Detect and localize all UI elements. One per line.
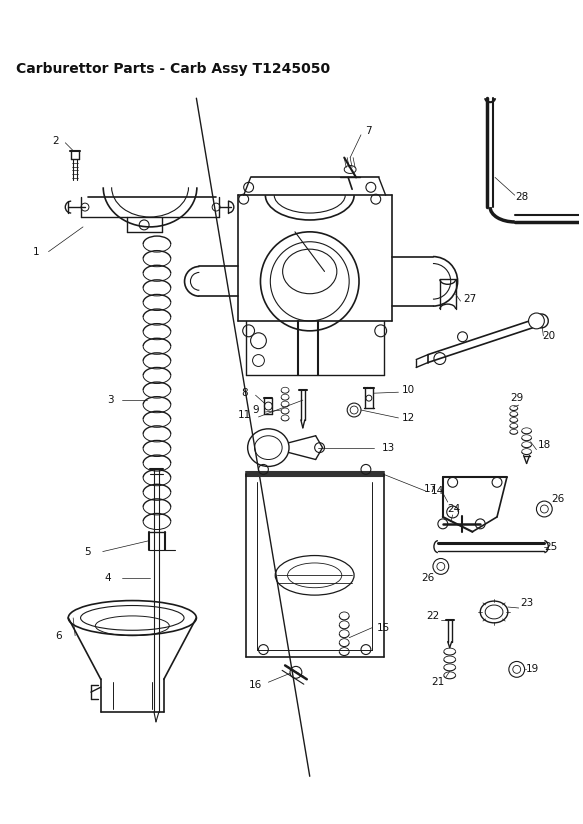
Text: 25: 25 xyxy=(545,541,558,551)
Text: 10: 10 xyxy=(402,386,415,396)
Text: 19: 19 xyxy=(526,664,539,674)
Text: 20: 20 xyxy=(543,330,556,341)
Text: 28: 28 xyxy=(515,192,528,202)
Text: 4: 4 xyxy=(104,574,111,583)
Text: 14: 14 xyxy=(431,486,444,496)
Text: 26: 26 xyxy=(552,494,565,504)
Text: 3: 3 xyxy=(107,396,114,405)
Text: 29: 29 xyxy=(510,393,524,403)
Text: 18: 18 xyxy=(538,440,551,450)
Text: 27: 27 xyxy=(463,294,476,304)
Text: 24: 24 xyxy=(447,504,460,514)
Text: 2: 2 xyxy=(52,136,59,146)
Text: 26: 26 xyxy=(422,574,435,583)
Text: 12: 12 xyxy=(402,413,415,423)
Text: 5: 5 xyxy=(85,546,92,556)
Text: 1: 1 xyxy=(33,246,39,256)
Text: 17: 17 xyxy=(423,485,437,494)
Text: 6: 6 xyxy=(55,630,62,641)
Text: 13: 13 xyxy=(382,442,395,452)
Text: 15: 15 xyxy=(377,623,390,633)
Text: 21: 21 xyxy=(431,677,444,687)
Text: 11: 11 xyxy=(238,410,251,420)
Text: 9: 9 xyxy=(252,405,259,415)
Text: 16: 16 xyxy=(249,680,262,691)
Text: 22: 22 xyxy=(426,611,440,621)
Text: 8: 8 xyxy=(241,388,248,398)
Text: 23: 23 xyxy=(520,598,533,608)
Text: 7: 7 xyxy=(366,126,372,136)
Circle shape xyxy=(529,313,545,329)
Text: Carburettor Parts - Carb Assy T1245050: Carburettor Parts - Carb Assy T1245050 xyxy=(16,62,330,76)
